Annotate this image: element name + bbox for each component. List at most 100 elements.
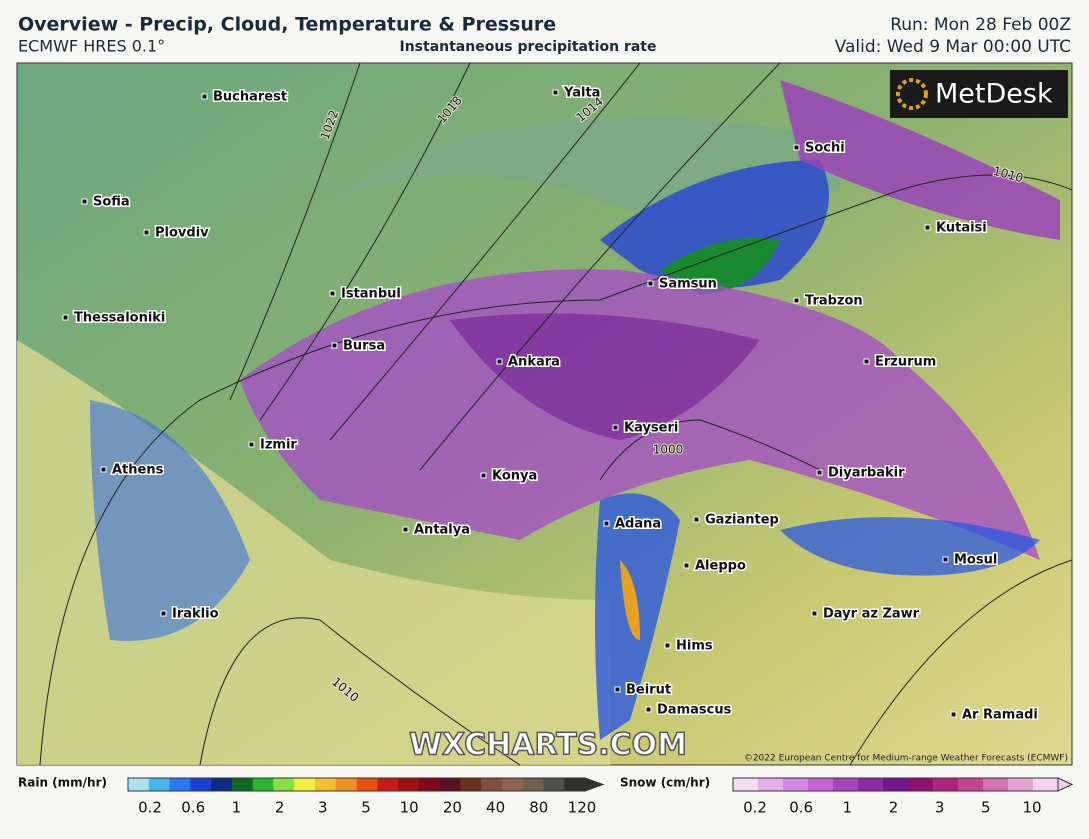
rain-swatch (377, 778, 399, 791)
rain-swatch (231, 778, 254, 791)
city-label: Erzurum (875, 355, 936, 370)
city-marker (924, 224, 931, 231)
city-label: Antalya (414, 523, 470, 538)
city-marker (402, 526, 409, 533)
city-marker (331, 342, 338, 349)
rain-legend-label: 10 (400, 799, 419, 817)
city-marker (496, 358, 503, 365)
city-label: Ar Ramadi (962, 708, 1038, 723)
snow-legend-label: 2 (889, 799, 899, 817)
rain-swatch (252, 778, 274, 791)
city-label: Adana (615, 517, 661, 532)
rain-legend-label: 0.2 (138, 799, 162, 817)
snow-legend-label: 1 (843, 799, 853, 817)
rain-swatch (460, 778, 482, 791)
rain-swatch (190, 778, 212, 791)
snow-legend-label: 3 (935, 799, 945, 817)
city-marker (100, 466, 107, 473)
rain-legend-label: 5 (361, 799, 371, 817)
city-marker (160, 610, 167, 617)
rain-legend-title: Rain (mm/hr) (18, 776, 107, 790)
city-labels: Bucharest Yalta Sochi Sofia Plovdiv Kutaisi Is… (62, 84, 1039, 724)
logo-box (890, 70, 1068, 118)
rain-legend-label: 2 (275, 799, 285, 817)
rain-legend-label: 0.6 (181, 799, 205, 817)
rain-swatch (273, 778, 295, 791)
snow-swatch (983, 778, 1009, 791)
rain-swatch (481, 778, 503, 791)
snow-swatch (833, 778, 859, 791)
city-label: Istanbul (341, 287, 401, 302)
logo-icon (896, 78, 928, 110)
snow-swatch (933, 778, 959, 791)
city-marker (811, 610, 818, 617)
rain-swatch (439, 778, 461, 791)
snow-legend-label: 5 (981, 799, 991, 817)
city-label: Mosul (954, 553, 997, 568)
snow-area (780, 80, 1060, 240)
city-label: Sofia (93, 195, 130, 210)
valid: Valid: Wed 9 Mar 00:00 UTC (835, 37, 1071, 57)
city-marker (683, 562, 690, 569)
city-marker (793, 144, 800, 151)
snow-swatch (783, 778, 809, 791)
run: Run: Mon 28 Feb 00Z (890, 15, 1071, 35)
isobar-label: 1000 (653, 443, 684, 457)
watermark: WXCHARTS.COM (409, 728, 687, 763)
snow-area (450, 313, 760, 440)
model: ECMWF HRES 0.1° (18, 37, 165, 56)
snow-swatch (1033, 778, 1059, 791)
map: Bucharest Yalta Sochi Sofia Plovdiv Kutaisi Is… (16, 62, 1073, 766)
city-label: Gaziantep (705, 513, 779, 528)
city-marker (81, 198, 88, 205)
snow-legend-title: Snow (cm/hr) (620, 776, 710, 790)
city-marker (612, 424, 619, 431)
city-marker (693, 516, 700, 523)
rain-swatch (211, 778, 233, 791)
city-marker (143, 229, 150, 236)
city-label: Diyarbakir (828, 466, 905, 481)
city-label: Ankara (508, 355, 560, 370)
city-marker (816, 469, 823, 476)
city-label: Konya (492, 469, 537, 484)
city-label: Samsun (659, 277, 717, 292)
city-label: Yalta (563, 86, 600, 101)
rain-legend-label: 20 (443, 799, 462, 817)
rain-legend-label: 1 (232, 799, 242, 817)
city-label: Iraklio (172, 607, 219, 622)
isobars (39, 62, 1073, 766)
city-marker (647, 280, 654, 287)
city-label: Athens (112, 463, 164, 478)
rain-swatch (169, 778, 191, 791)
city-marker (480, 472, 487, 479)
city-marker (950, 711, 957, 718)
snow-swatch (808, 778, 834, 791)
city-marker (793, 297, 800, 304)
city-label: Izmir (260, 438, 297, 453)
snow-legend-label: 10 (1022, 799, 1041, 817)
city-marker (614, 686, 621, 693)
logo: MetDesk (935, 79, 1053, 110)
rain-bar-arrow (584, 777, 605, 792)
city-label: Trabzon (805, 294, 863, 309)
rain-legend-label: 3 (318, 799, 328, 817)
rain-swatch (522, 778, 544, 791)
rain-area (620, 560, 640, 640)
city-marker (863, 358, 870, 365)
city-marker (329, 290, 336, 297)
city-marker (201, 93, 208, 100)
city-label: Aleppo (695, 559, 746, 574)
snow-swatch (733, 778, 759, 791)
copyright: ©2022 European Centre for Medium-range W… (744, 754, 1068, 764)
rain-swatch (294, 778, 316, 791)
snow-swatch (858, 778, 884, 791)
rain-area (90, 400, 250, 641)
rain-swatch (398, 778, 420, 791)
snow-swatch (958, 778, 984, 791)
rain-swatch (418, 778, 441, 791)
city-label: Thessaloniki (74, 311, 165, 326)
city-marker (603, 520, 610, 527)
city-marker (664, 642, 671, 649)
city-label: Dayr az Zawr (823, 607, 920, 622)
subtitle: Instantaneous precipitation rate (400, 39, 657, 55)
